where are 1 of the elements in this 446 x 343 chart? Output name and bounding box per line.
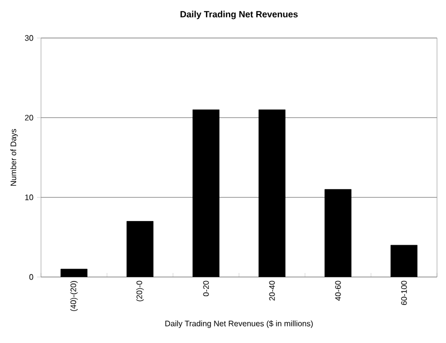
chart-title: Daily Trading Net Revenues	[180, 10, 298, 20]
